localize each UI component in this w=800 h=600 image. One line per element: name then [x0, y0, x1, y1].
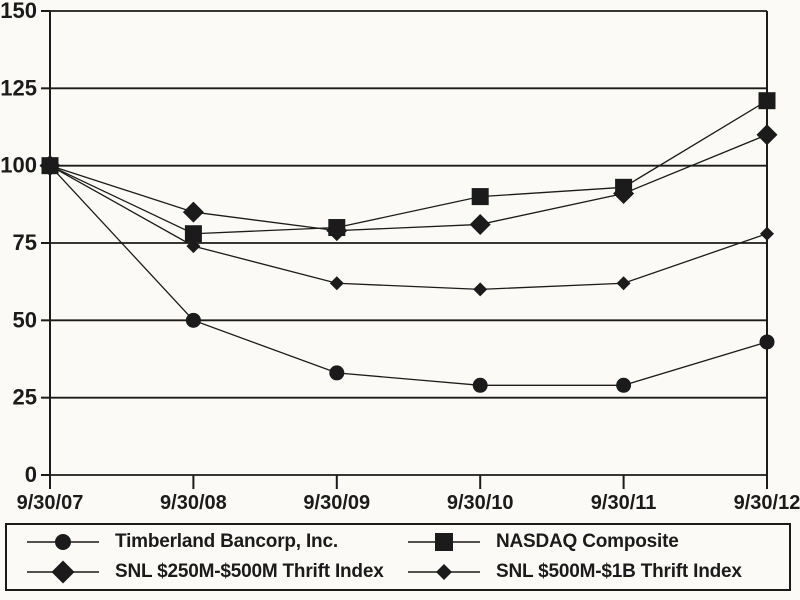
diamond-large-marker-icon [27, 560, 99, 584]
series-marker-3 [616, 276, 631, 291]
y-axis-tick-label: 75 [13, 230, 37, 255]
series-line-2 [49, 134, 768, 232]
series-marker-2 [469, 213, 491, 235]
x-axis-tick-label: 9/30/12 [734, 492, 800, 514]
y-axis-tick-label: 150 [0, 0, 37, 23]
legend-item-nasdaq-composite: NASDAQ Composite [408, 529, 789, 555]
circle-marker-icon [27, 534, 99, 550]
legend-label: SNL $500M-$1B Thrift Index [496, 561, 742, 582]
series-line-0 [49, 165, 768, 386]
series-marker-1 [471, 188, 489, 206]
series-line-3 [49, 165, 768, 291]
legend-item-snl-500m-1b-thrift-index: SNL $500M-$1B Thrift Index [408, 559, 789, 585]
series-marker-3 [186, 239, 201, 254]
legend-label: Timberland Bancorp, Inc. [115, 531, 338, 552]
series-marker-0 [759, 334, 775, 350]
x-axis-tick-label: 9/30/09 [303, 492, 370, 514]
plot-area: 0 25 50 75 100 125 150 9/30/07 9/30/08 9/30/09 9/3… [0, 0, 800, 514]
y-axis-tick-label: 50 [13, 307, 37, 332]
legend-label: SNL $250M-$500M Thrift Index [115, 561, 384, 582]
y-axis-tick-label: 25 [13, 385, 37, 410]
series-marker-0 [185, 312, 201, 328]
series-marker-0 [329, 365, 345, 381]
x-axis-tick-label: 9/30/07 [17, 492, 84, 514]
y-axis-tick-label: 0 [25, 462, 37, 487]
series-marker-3 [329, 276, 344, 291]
legend-item-timberland-bancorp: Timberland Bancorp, Inc. [27, 529, 408, 555]
series-marker-1 [615, 178, 633, 196]
series-marker-0 [472, 377, 488, 393]
series-marker-0 [616, 377, 632, 393]
y-axis-tick-label: 100 [0, 153, 37, 178]
legend-label: NASDAQ Composite [496, 531, 679, 552]
chart-legend: Timberland Bancorp, Inc. NASDAQ Composit… [5, 523, 791, 591]
x-axis-tick-label: 9/30/10 [447, 492, 514, 514]
series-line-1 [49, 100, 768, 235]
series-marker-2 [756, 124, 778, 146]
series-marker-3 [760, 226, 774, 241]
series-marker-1 [758, 92, 776, 110]
series-marker-2 [182, 201, 204, 223]
y-axis-tick-label: 125 [0, 75, 37, 100]
series-marker-3 [473, 282, 488, 297]
diamond-small-marker-icon [408, 564, 480, 580]
x-axis-tick-label: 9/30/11 [591, 492, 657, 514]
series-marker-1 [41, 157, 59, 175]
x-axis-tick-label: 9/30/08 [160, 492, 227, 514]
square-marker-icon [408, 533, 480, 551]
legend-item-snl-250m-500m-thrift-index: SNL $250M-$500M Thrift Index [27, 559, 408, 585]
series-marker-1 [184, 225, 202, 243]
series-marker-1 [328, 219, 346, 237]
